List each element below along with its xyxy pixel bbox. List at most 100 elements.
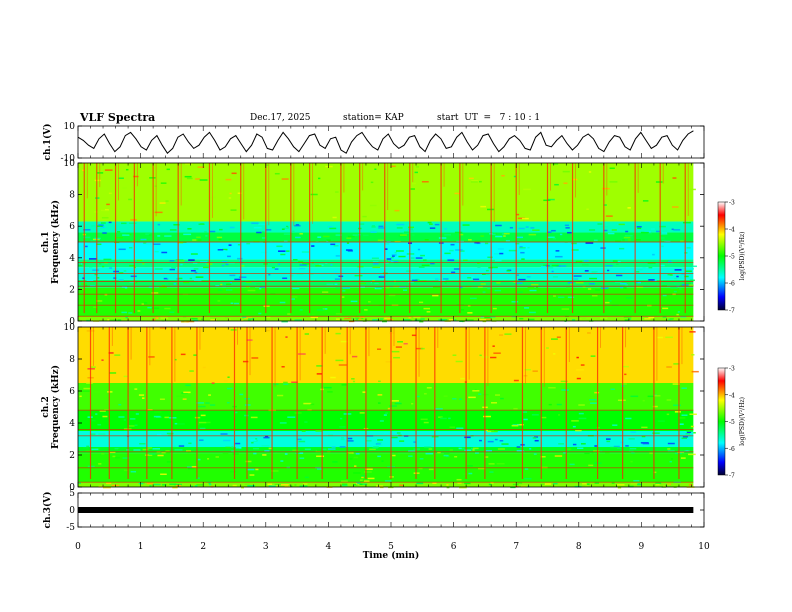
spectrum-speckle <box>655 482 662 484</box>
colorbar-tick-label: -4 <box>729 227 735 234</box>
spectrum-speckle <box>478 467 486 470</box>
spectrum-speckle <box>199 439 204 441</box>
spectrum-speckle <box>363 471 372 473</box>
spectrum-speckle <box>321 448 327 451</box>
spectrum-speckle <box>237 243 241 246</box>
y-tick-label: 0 <box>69 317 75 327</box>
spectrum-speckle <box>198 405 206 408</box>
spectrum-speckle <box>189 370 194 372</box>
start-ut-label: start UT = 7 : 10 : 1 <box>437 113 541 123</box>
spectrum-speckle <box>445 455 450 458</box>
spectrum-speckle <box>292 258 298 261</box>
spectrum-speckle <box>244 404 251 406</box>
spectrum-speckle <box>259 286 266 288</box>
spectrum-speckle <box>228 244 232 246</box>
spectrum-speckle <box>472 390 480 392</box>
spectrum-speckle <box>681 437 688 440</box>
spectrum-speckle <box>223 439 231 442</box>
spectrum-speckle <box>497 448 505 450</box>
spectrum-speckle <box>209 230 216 233</box>
spectrum-speckle <box>408 450 416 453</box>
x-tick-label: 5 <box>388 542 394 552</box>
spectrum-speckle <box>424 238 429 241</box>
spectrum-speckle <box>672 383 680 385</box>
spectrum-speckle <box>516 446 521 448</box>
spectrum-speckle <box>164 307 171 310</box>
spectrum-speckle <box>200 261 208 263</box>
spectrum-speckle <box>380 275 386 277</box>
spectrum-speckle <box>276 245 283 248</box>
spectrum-speckle <box>600 247 606 249</box>
spectrum-speckle <box>469 297 477 300</box>
spectrum-speckle <box>377 455 381 458</box>
spectrum-speckle <box>304 421 308 423</box>
spectrum-speckle <box>649 452 653 455</box>
spectrum-speckle <box>684 450 690 452</box>
spectrum-speckle <box>118 448 121 451</box>
spectrum-speckle <box>194 485 198 487</box>
spectrum-speckle <box>114 456 120 459</box>
spectrum-speckle <box>460 377 465 380</box>
spectrum-speckle <box>630 460 633 463</box>
colorbar-tick-label: -7 <box>729 308 735 315</box>
spectrum-speckle <box>113 277 117 279</box>
spectrum-speckle <box>86 445 90 448</box>
spectrum-speckle <box>218 249 226 252</box>
spectrum-speckle <box>438 416 443 418</box>
spectrum-speckle <box>278 250 286 252</box>
spectrum-speckle <box>215 456 220 458</box>
spectrum-speckle <box>616 447 621 449</box>
spectrum-speckle <box>98 485 104 488</box>
y-axis-label: ch.1 <box>41 231 51 252</box>
spectrum-speckle <box>372 319 379 321</box>
spectrum-speckle <box>465 285 472 288</box>
spectrum-speckle <box>128 246 133 249</box>
spectrum-speckle <box>399 484 404 487</box>
spectrum-speckle <box>398 286 407 288</box>
spectrum-speckle <box>332 216 337 219</box>
spectrum-speckle <box>142 263 145 265</box>
spectrum-speckle <box>496 463 505 465</box>
spectrum-speckle <box>163 277 169 280</box>
spectrum-speckle <box>679 417 686 419</box>
spectrum-speckle <box>271 266 276 269</box>
spectrum-speckle <box>205 235 208 237</box>
spectrum-speckle <box>461 447 466 449</box>
spectrum-speckle <box>121 222 127 225</box>
spectrum-speckle <box>394 402 402 405</box>
spectrum-speckle <box>99 226 106 229</box>
spectrum-speckle <box>250 287 256 289</box>
spectrum-speckle <box>380 244 384 246</box>
spectrum-speckle <box>247 319 251 321</box>
spectrum-speckle <box>410 188 415 190</box>
spectrum-speckle <box>142 448 149 451</box>
spectrum-speckle <box>440 417 447 420</box>
spectrum-speckle <box>299 309 303 311</box>
spectrum-speckle <box>589 402 597 404</box>
spectrum-speckle <box>160 473 167 476</box>
spectrum-band <box>78 482 694 487</box>
spectrum-speckle <box>353 472 361 474</box>
spectrum-speckle <box>171 390 178 393</box>
spectrum-speckle <box>335 359 344 362</box>
spectrum-speckle <box>108 221 112 224</box>
spectrum-speckle <box>468 177 474 180</box>
spectrum-speckle <box>667 442 675 445</box>
spectrum-speckle <box>673 229 681 231</box>
spectrum-speckle <box>688 268 694 270</box>
spectrum-speckle <box>551 338 558 340</box>
spectrum-speckle <box>191 317 198 320</box>
spectrum-speckle <box>566 287 571 290</box>
spectrum-speckle <box>295 224 300 226</box>
spectrum-speckle <box>578 417 587 420</box>
spectrum-speckle <box>516 274 519 276</box>
spectrum-speckle <box>394 209 400 212</box>
spectrum-speckle <box>151 292 159 294</box>
spectrum-speckle <box>530 227 535 229</box>
spectrum-speckle <box>130 418 136 420</box>
spectrum-speckle <box>173 445 176 448</box>
spectrum-speckle <box>344 317 352 320</box>
spectrum-speckle <box>172 486 178 489</box>
spectrum-speckle <box>570 438 578 440</box>
spectrum-speckle <box>209 404 216 406</box>
